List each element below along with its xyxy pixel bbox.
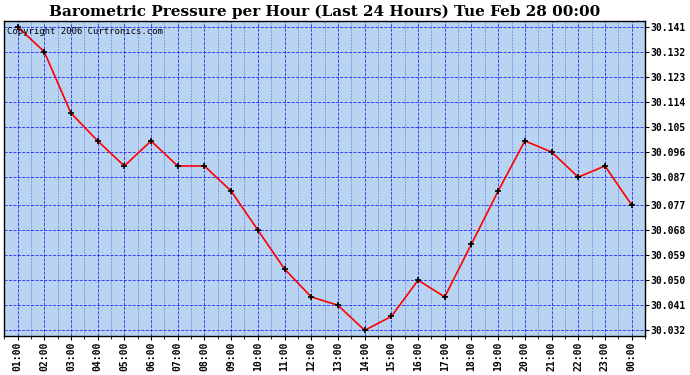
Text: Copyright 2006 Curtronics.com: Copyright 2006 Curtronics.com [8,27,164,36]
Title: Barometric Pressure per Hour (Last 24 Hours) Tue Feb 28 00:00: Barometric Pressure per Hour (Last 24 Ho… [49,4,600,18]
